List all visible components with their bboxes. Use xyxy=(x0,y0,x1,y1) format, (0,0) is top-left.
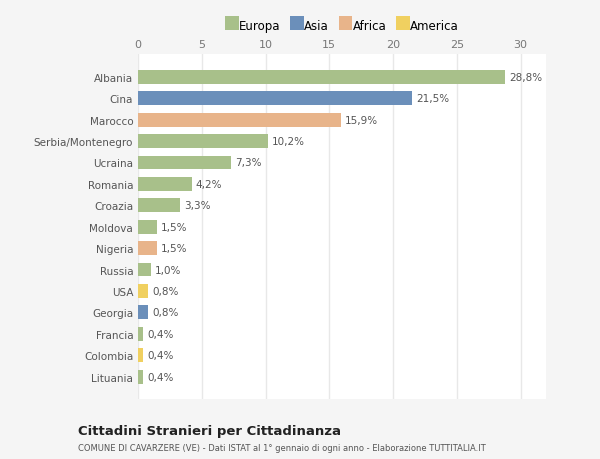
Legend: Europa, Asia, Africa, America: Europa, Asia, Africa, America xyxy=(223,18,461,35)
Text: 3,3%: 3,3% xyxy=(184,201,211,211)
Text: Cittadini Stranieri per Cittadinanza: Cittadini Stranieri per Cittadinanza xyxy=(78,424,341,437)
Bar xyxy=(138,327,143,341)
Bar xyxy=(138,370,143,384)
Bar xyxy=(138,241,157,256)
Bar xyxy=(138,135,268,149)
Text: 0,4%: 0,4% xyxy=(147,350,173,360)
Text: 1,5%: 1,5% xyxy=(161,222,187,232)
Bar xyxy=(138,263,151,277)
Text: 1,0%: 1,0% xyxy=(155,265,181,275)
Text: COMUNE DI CAVARZERE (VE) - Dati ISTAT al 1° gennaio di ogni anno - Elaborazione : COMUNE DI CAVARZERE (VE) - Dati ISTAT al… xyxy=(78,443,486,452)
Bar xyxy=(138,71,505,84)
Bar xyxy=(138,284,148,298)
Bar xyxy=(138,348,143,362)
Text: 0,8%: 0,8% xyxy=(152,308,178,318)
Bar xyxy=(138,113,341,127)
Bar xyxy=(138,156,231,170)
Bar xyxy=(138,220,157,234)
Text: 1,5%: 1,5% xyxy=(161,244,187,253)
Text: 28,8%: 28,8% xyxy=(509,73,542,83)
Text: 0,4%: 0,4% xyxy=(147,329,173,339)
Bar xyxy=(138,199,180,213)
Bar xyxy=(138,306,148,319)
Bar xyxy=(138,92,412,106)
Text: 10,2%: 10,2% xyxy=(272,137,305,147)
Text: 21,5%: 21,5% xyxy=(416,94,449,104)
Text: 7,3%: 7,3% xyxy=(235,158,262,168)
Text: 4,2%: 4,2% xyxy=(196,179,222,190)
Text: 0,4%: 0,4% xyxy=(147,372,173,382)
Text: 0,8%: 0,8% xyxy=(152,286,178,296)
Bar xyxy=(138,178,191,191)
Text: 15,9%: 15,9% xyxy=(344,115,377,125)
